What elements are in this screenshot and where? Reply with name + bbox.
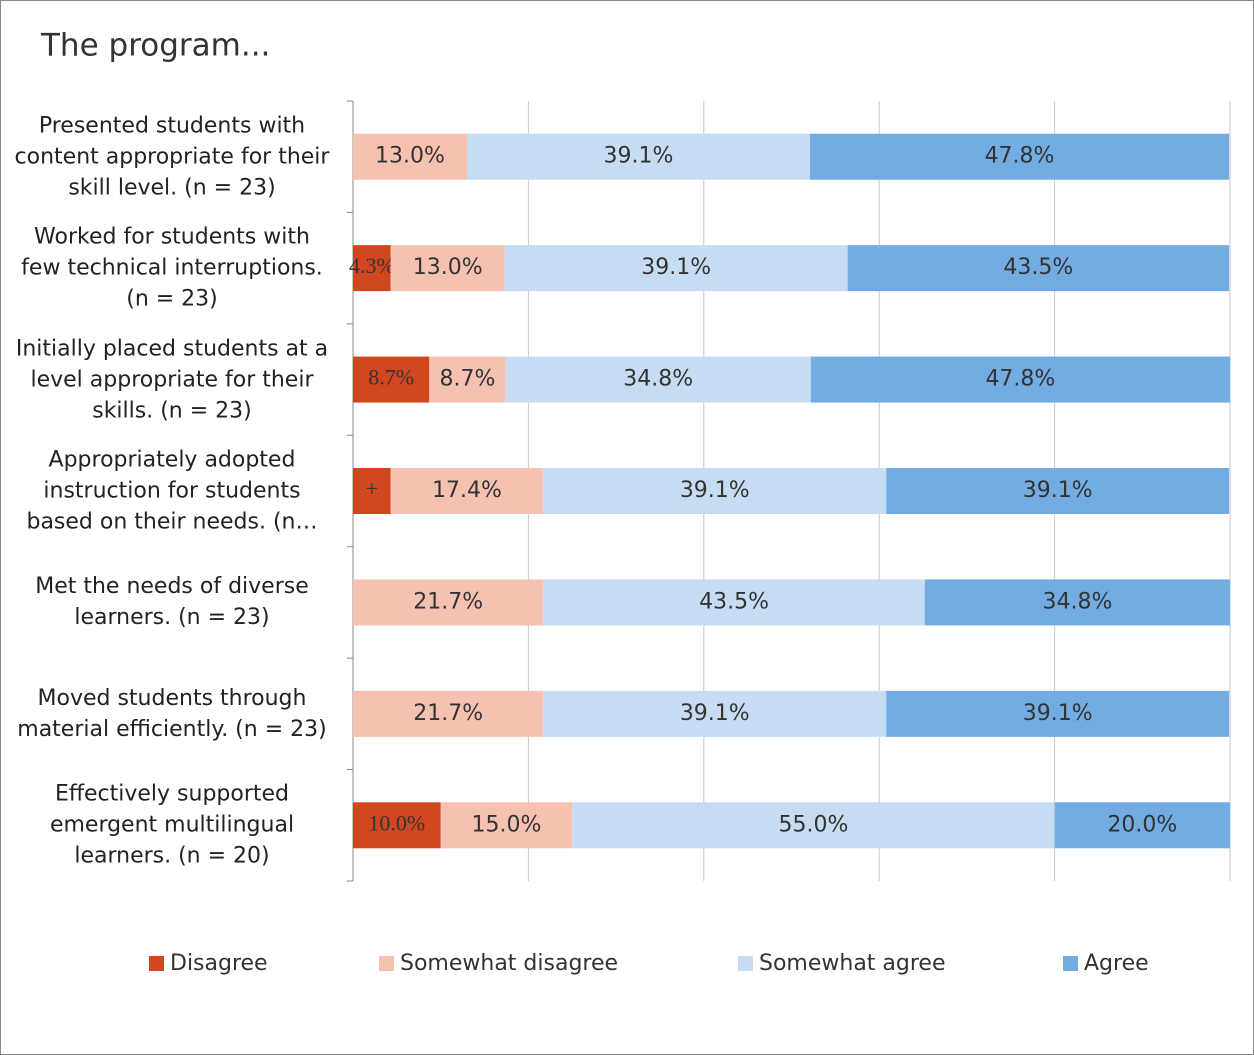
category-label: Presented students with content appropri… (14, 113, 330, 201)
legend-swatch (379, 956, 394, 971)
bar-segment (353, 802, 441, 849)
data-label: 21.7% (413, 589, 483, 614)
data-label: 43.5% (1003, 255, 1073, 280)
bar-segment (390, 245, 505, 292)
data-label: 43.5% (699, 589, 769, 614)
bar-segment (847, 245, 1230, 292)
data-label: 39.1% (1023, 701, 1093, 726)
data-label: 20.0% (1107, 812, 1177, 837)
legend-label: Disagree (170, 951, 268, 976)
data-label: 47.8% (985, 367, 1055, 392)
data-label: 39.1% (680, 701, 750, 726)
data-label: 39.1% (680, 478, 750, 503)
category-label: Initially placed students at a level app… (15, 336, 329, 424)
bar-segment (353, 579, 544, 626)
bar-segment (353, 356, 430, 403)
bar-segment (504, 245, 848, 292)
legend-swatch (738, 956, 753, 971)
data-label: 47.8% (985, 144, 1055, 169)
data-label: 39.1% (604, 144, 674, 169)
data-label: 10.0% (368, 810, 425, 835)
bar-segment (467, 133, 810, 180)
category-label: Effectively supported emergent multiling… (49, 781, 295, 869)
data-label: 17.4% (432, 478, 502, 503)
legend-label: Somewhat disagree (400, 951, 618, 976)
data-label: 8.7% (439, 367, 495, 392)
data-label: 55.0% (778, 812, 848, 837)
legend-label: Agree (1084, 951, 1149, 976)
bar-segment (353, 133, 468, 180)
data-label: 39.1% (1023, 478, 1093, 503)
bar-segment (886, 690, 1230, 737)
category-label: Met the needs of diverse learners. (n = … (35, 574, 309, 631)
bar-segment (353, 690, 544, 737)
data-label: 21.7% (413, 701, 483, 726)
bar-segment (924, 579, 1230, 626)
bar-segment (505, 356, 811, 403)
legend-swatch (149, 956, 164, 971)
bar-segment (440, 802, 573, 849)
data-label: 15.0% (472, 812, 542, 837)
data-label: 39.1% (641, 255, 711, 280)
data-label: 13.0% (375, 144, 445, 169)
data-label: 8.7% (368, 365, 414, 390)
data-label: 34.8% (623, 367, 693, 392)
category-label: Appropriately adopted instruction for st… (26, 447, 318, 535)
legend-swatch (1063, 956, 1078, 971)
data-label: + (366, 476, 378, 501)
legend-label: Somewhat agree (759, 951, 946, 976)
bar-segment (429, 356, 506, 403)
bar-segment (543, 690, 887, 737)
bar-segment (543, 468, 887, 514)
data-label: 34.8% (1042, 589, 1112, 614)
bar-segment (353, 468, 391, 514)
category-label: Worked for students with few technical i… (21, 224, 323, 312)
bar-segment (543, 579, 925, 626)
bar-segment (1054, 802, 1230, 849)
bar-segment (810, 356, 1230, 403)
data-label: 4.3% (349, 253, 395, 278)
data-label: 13.0% (413, 255, 483, 280)
bar-segment (886, 468, 1230, 514)
bar-segment (809, 133, 1230, 180)
bar-segment (572, 802, 1055, 849)
category-label: Moved students through material efficien… (17, 685, 327, 742)
bar-segment (390, 468, 544, 514)
chart-title: The program... (40, 28, 270, 64)
bar-segment (353, 245, 391, 292)
